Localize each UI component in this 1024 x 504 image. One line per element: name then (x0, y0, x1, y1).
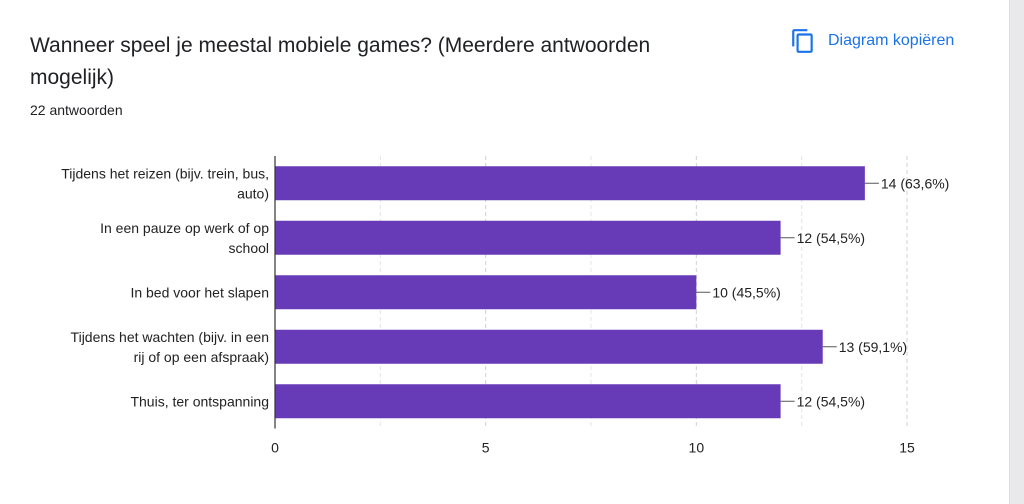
category-label: Thuis, ter ontspanning (130, 393, 269, 409)
category-label: In een pauze op werk of op (100, 220, 269, 236)
category-label: Tijdens het reizen (bijv. trein, bus, (61, 165, 269, 181)
bar (275, 220, 781, 255)
data-label: 14 (63,6%) (881, 175, 949, 191)
x-tick-label: 15 (899, 440, 915, 456)
question-title: Wanneer speel je meestal mobiele games? … (30, 34, 651, 89)
x-tick-label: 5 (482, 440, 490, 456)
category-label: rij of op een afspraak) (134, 349, 269, 365)
response-count: 22 antwoorden (30, 102, 123, 118)
category-label: In bed voor het slapen (130, 284, 269, 300)
bar (275, 166, 865, 201)
category-label: auto) (237, 185, 269, 201)
bar (275, 384, 781, 419)
category-label: Tijdens het wachten (bijv. in een (71, 329, 269, 345)
copy-chart-label: Diagram kopiëren (828, 32, 955, 49)
x-tick-label: 10 (689, 440, 705, 456)
data-label: 10 (45,5%) (712, 284, 780, 300)
copy-icon (792, 29, 813, 53)
bar-chart: 14 (63,6%) Tijdens het reizen (bijv. trei… (61, 156, 949, 456)
bar (275, 329, 823, 364)
data-label: 12 (54,5%) (797, 230, 865, 246)
bar (275, 275, 697, 310)
data-label: 12 (54,5%) (797, 393, 865, 409)
copy-chart-button[interactable]: Diagram kopiëren (782, 22, 962, 60)
data-label: 13 (59,1%) (839, 339, 907, 355)
category-label: school (229, 240, 269, 256)
x-tick-label: 0 (271, 440, 279, 456)
